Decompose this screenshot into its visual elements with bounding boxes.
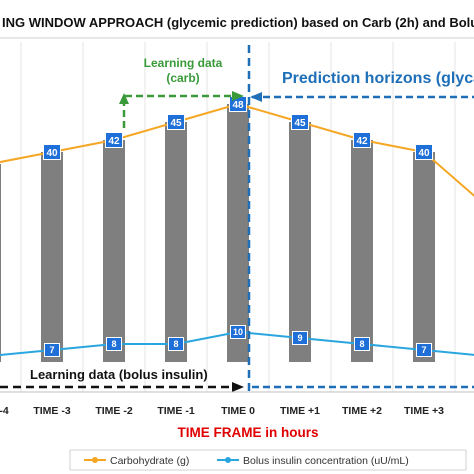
- bar: [227, 104, 249, 362]
- legend-insulin-label: Bolus insulin concentration (uU/mL): [243, 455, 409, 467]
- carb-point: [415, 144, 433, 160]
- bar: [103, 140, 125, 362]
- carb-point: [43, 144, 61, 160]
- grid: [20, 42, 456, 392]
- carb-point: [291, 114, 309, 130]
- learning-insulin-arrowhead: [232, 382, 244, 392]
- insulin-data-label: 9: [297, 333, 302, 343]
- carb-data-label: 45: [170, 118, 182, 129]
- carb-data-label: 40: [418, 148, 430, 159]
- insulin-point: [230, 325, 246, 339]
- carb-data-label: 42: [356, 136, 368, 147]
- carb-data-label: 40: [46, 148, 58, 159]
- carb-data-label: 45: [294, 118, 306, 129]
- insulin-data-label: 7: [421, 345, 426, 355]
- x-tick-label: TIME -1: [157, 405, 194, 417]
- carb-data-label: 42: [108, 136, 120, 147]
- bar: [351, 140, 373, 362]
- legend-carb-marker: [92, 457, 98, 463]
- x-tick-label: TIME +3: [404, 405, 444, 417]
- legend-carb-label: Carbohydrate (g): [110, 455, 189, 467]
- carb-point: [105, 132, 123, 148]
- series-markers: [43, 96, 433, 357]
- legend-box: [69, 449, 467, 471]
- x-tick-label: TIME -4: [0, 405, 9, 417]
- carb-data-label: 48: [232, 100, 244, 111]
- insulin-point: [44, 343, 60, 357]
- carb-point: [167, 114, 185, 130]
- insulin-point: [416, 343, 432, 357]
- carb-point: [353, 132, 371, 148]
- data-labels: 34042454845424078810987: [46, 100, 430, 355]
- bar: [165, 122, 187, 362]
- bars: [0, 104, 435, 362]
- bar: [41, 152, 63, 362]
- bar: [289, 122, 311, 362]
- insulin-data-label: 10: [233, 327, 243, 337]
- legend-insulin-marker: [225, 457, 231, 463]
- prediction-horizons-label: Prediction horizons (glycae: [282, 70, 474, 87]
- x-tick-label: TIME 0: [221, 405, 255, 417]
- legend: Carbohydrate (g) Bolus insulin concentra…: [69, 449, 467, 471]
- insulin-data-label: 8: [359, 339, 364, 349]
- chart-title: ING WINDOW APPROACH (glycemic prediction…: [2, 15, 474, 30]
- x-tick-label: TIME -2: [95, 405, 132, 417]
- insulin-point: [168, 337, 184, 351]
- bar: [413, 152, 435, 362]
- insulin-data-label: 8: [173, 339, 178, 349]
- insulin-point: [106, 337, 122, 351]
- bar: [0, 164, 1, 362]
- insulin-point: [292, 331, 308, 345]
- learning-carb-label-line2: (carb): [166, 71, 199, 85]
- x-ticks: TIME -4 TIME -3 TIME -2 TIME -1 TIME 0 TIME +…: [0, 405, 444, 417]
- learning-carb-arrow: [119, 91, 244, 128]
- learning-carb-label-line1: Learning data: [144, 56, 223, 70]
- x-tick-label: TIME +1: [280, 405, 320, 417]
- insulin-data-label: 7: [49, 345, 54, 355]
- learning-insulin-label: Learning data (bolus insulin): [30, 367, 208, 382]
- x-axis-title: TIME FRAME in hours: [178, 425, 319, 440]
- x-tick-label: TIME +2: [342, 405, 382, 417]
- prediction-arrowhead-top: [250, 92, 262, 102]
- insulin-point: [354, 337, 370, 351]
- insulin-data-label: 8: [111, 339, 116, 349]
- x-tick-label: TIME -3: [33, 405, 70, 417]
